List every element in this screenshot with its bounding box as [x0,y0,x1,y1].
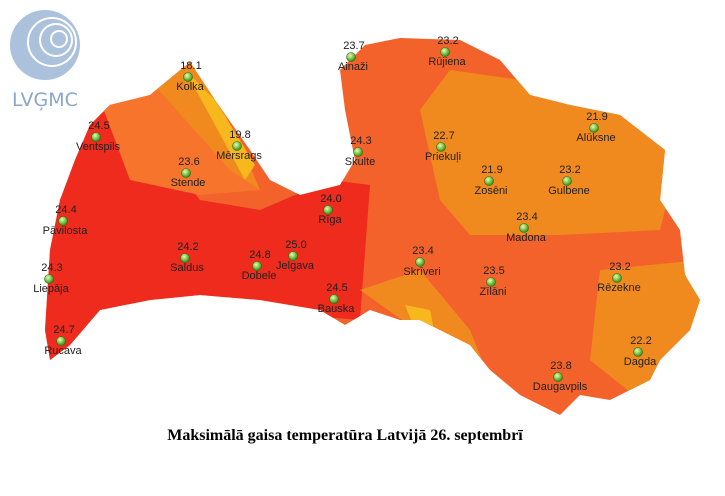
station-name: Gulbene [548,185,590,197]
station-name: Liepāja [33,283,69,295]
station-dot [288,251,298,261]
stations: 18.1 Kolka 24.5 Ventspils 19.8 Mērsrags 23.6 St… [33,35,657,393]
station-dot [56,336,66,346]
station-dot [44,274,54,284]
station-name: Priekuļi [425,151,461,163]
station-name: Daugavpils [533,381,588,393]
logo: LVĢMC [10,10,80,111]
station-name: Jelgava [276,260,315,272]
logo-text: LVĢMC [12,89,78,111]
station-name: Bauska [318,303,356,315]
station-dot [484,176,494,186]
station-temp: 21.9 [481,164,502,176]
station-temp: 24.2 [177,241,198,253]
station-temp: 24.5 [326,282,347,294]
station-name: Ainaži [338,61,368,73]
station-name: Zosēni [474,185,507,197]
station-name: Stende [171,177,206,189]
station-name: Kolka [176,81,204,93]
station-temp: 21.9 [586,111,607,123]
station-temp: 22.2 [630,335,651,347]
station-dot [440,47,450,57]
station-name: Saldus [170,262,204,274]
station-name: Skrīveri [403,266,440,278]
station-dot [323,205,333,215]
station-dot [553,372,563,382]
station-dot [346,52,356,62]
station-temp: 23.6 [178,156,199,168]
station-dot [252,261,262,271]
station-name: Rīga [318,214,342,226]
station-name: Rucava [44,345,82,357]
station-temp: 25.0 [285,239,306,251]
station-temp: 23.4 [412,245,433,257]
station-dot [519,223,529,233]
station-dot [415,257,425,267]
station-temp: 24.3 [350,135,371,147]
station-temp: 24.0 [320,193,341,205]
station-name: Dobele [242,270,277,282]
station-temp: 23.2 [559,164,580,176]
station-temp: 18.1 [180,60,201,72]
station-temp: 23.7 [343,40,364,52]
station-temp: 24.7 [53,324,74,336]
caption: Maksimālā gaisa temperatūra Latvijā 26. … [167,427,523,444]
station-dot [353,147,363,157]
station-temp: 19.8 [229,129,250,141]
station-temp: 23.2 [609,261,630,273]
station-dot [562,176,572,186]
station-dot [181,168,191,178]
station-dot [183,72,193,82]
station-dot [589,123,599,133]
station-name: Rūjiena [428,56,466,68]
station-temp: 22.7 [433,130,454,142]
station-dot [180,253,190,263]
station-temp: 23.4 [516,211,537,223]
station-temp: 23.8 [550,360,571,372]
station-name: Ventspils [76,141,121,153]
station-dot [91,132,101,142]
station-name: Madona [506,232,547,244]
station-dot [232,141,242,151]
station-name: Rēzekne [597,282,640,294]
station-dot [329,294,339,304]
station-dot [633,347,643,357]
station-name: Zīlāni [480,286,507,298]
station-temp: 23.2 [437,35,458,47]
station-temp: 24.5 [88,120,109,132]
station-dot [58,216,68,226]
station-name: Pāvilosta [43,225,89,237]
station-dot [486,277,496,287]
station-temp: 23.5 [483,265,504,277]
station-name: Alūksne [576,132,615,144]
station-name: Mērsrags [216,150,262,162]
station-temp: 24.4 [55,204,76,216]
station-temp: 24.8 [249,249,270,261]
station-dot [612,273,622,283]
station-name: Skulte [345,156,376,168]
station-name: Dagda [624,356,657,368]
station-dot [436,142,446,152]
station-temp: 24.3 [41,262,62,274]
